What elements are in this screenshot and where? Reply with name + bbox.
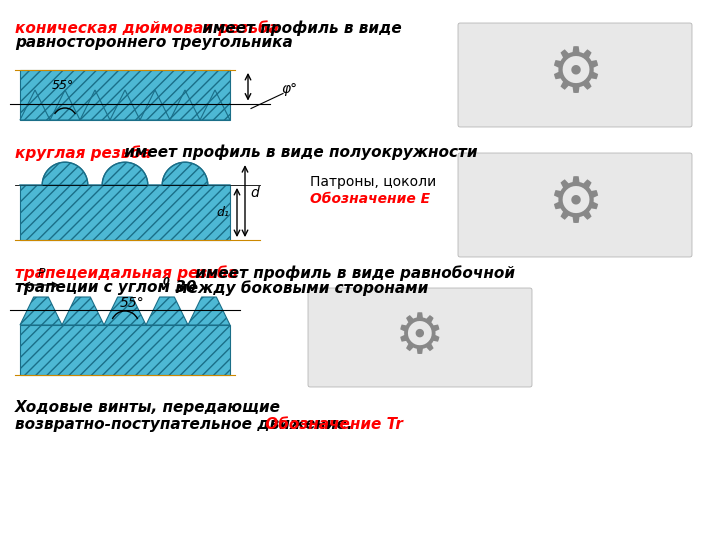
- Polygon shape: [188, 297, 230, 325]
- FancyBboxPatch shape: [308, 288, 532, 387]
- Polygon shape: [42, 162, 88, 185]
- Text: возвратно-поступательное движение.: возвратно-поступательное движение.: [15, 417, 353, 432]
- Polygon shape: [170, 90, 200, 120]
- Polygon shape: [80, 90, 110, 120]
- Polygon shape: [20, 70, 230, 120]
- Text: 55°: 55°: [52, 79, 74, 92]
- Polygon shape: [140, 90, 170, 120]
- Polygon shape: [20, 90, 50, 120]
- Polygon shape: [104, 297, 146, 325]
- Text: ⚙: ⚙: [395, 311, 445, 365]
- Text: ⚙: ⚙: [547, 175, 603, 235]
- Text: имеет профиль в виде равнобочной: имеет профиль в виде равнобочной: [190, 265, 515, 281]
- Polygon shape: [20, 185, 230, 240]
- Polygon shape: [162, 162, 208, 185]
- Polygon shape: [102, 162, 148, 185]
- Text: Патроны, цоколи: Патроны, цоколи: [310, 175, 436, 189]
- Text: d₁: d₁: [217, 206, 230, 219]
- Text: d: d: [250, 186, 258, 200]
- Text: равностороннего треугольника: равностороннего треугольника: [15, 35, 293, 50]
- Text: 55°: 55°: [120, 296, 145, 310]
- FancyBboxPatch shape: [458, 153, 692, 257]
- Text: коническая дюймовая резьба: коническая дюймовая резьба: [15, 20, 279, 36]
- Text: φ°: φ°: [281, 83, 297, 97]
- Polygon shape: [20, 297, 62, 325]
- FancyBboxPatch shape: [458, 23, 692, 127]
- Polygon shape: [50, 90, 80, 120]
- Text: имеет профиль в виде полуокружности: имеет профиль в виде полуокружности: [119, 145, 477, 160]
- Polygon shape: [146, 297, 188, 325]
- Polygon shape: [110, 90, 140, 120]
- Text: Обозначение Tr: Обозначение Tr: [260, 417, 403, 432]
- Text: круглая резьба: круглая резьба: [15, 145, 151, 161]
- Polygon shape: [20, 325, 230, 375]
- Text: между боковыми сторонами: между боковыми сторонами: [170, 280, 428, 296]
- Text: Обозначение Е: Обозначение Е: [310, 192, 430, 206]
- Text: имеет профиль в виде: имеет профиль в виде: [197, 20, 402, 36]
- Polygon shape: [62, 297, 104, 325]
- Text: ⚙: ⚙: [547, 45, 603, 105]
- Text: трапеции с углом 30: трапеции с углом 30: [15, 280, 197, 295]
- Text: 0: 0: [163, 277, 170, 287]
- Text: P: P: [37, 267, 45, 280]
- Polygon shape: [200, 90, 230, 120]
- Text: трапецеидальная резьба: трапецеидальная резьба: [15, 265, 238, 281]
- Text: Ходовые винты, передающие: Ходовые винты, передающие: [15, 400, 281, 415]
